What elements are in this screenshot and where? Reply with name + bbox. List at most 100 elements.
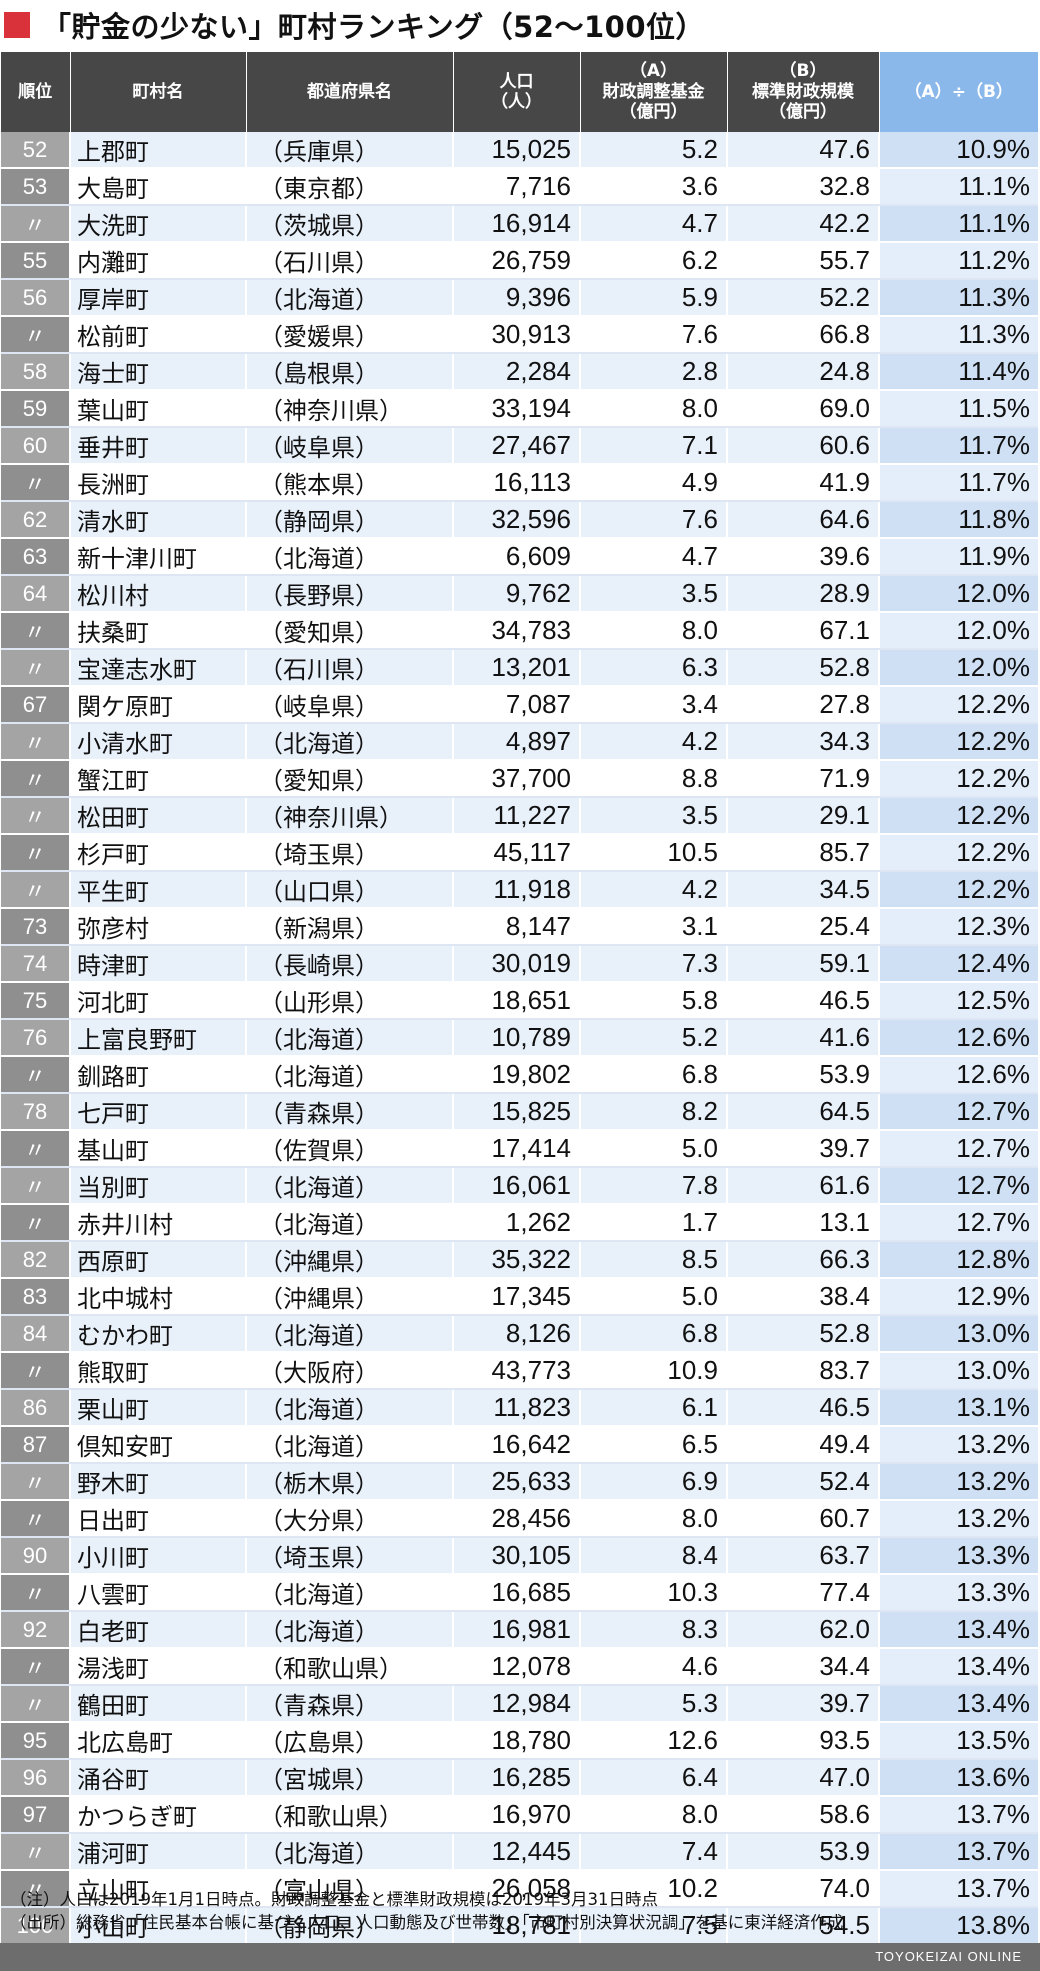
ratio-cell: 13.2% xyxy=(879,1500,1038,1538)
fund-a-cell: 7.8 xyxy=(580,1167,728,1205)
prefecture-cell: （新潟県） xyxy=(246,908,454,946)
rank-cell: 〃 xyxy=(1,205,71,243)
fund-a-cell: 6.8 xyxy=(580,1315,728,1353)
table-row: 90 小川町 （埼玉県） 30,105 8.4 63.7 13.3% xyxy=(1,1537,1038,1575)
rank-cell: 〃 xyxy=(1,1833,71,1871)
footer-credit: TOYOKEIZAI ONLINE xyxy=(875,1949,1022,1964)
ratio-cell: 11.2% xyxy=(879,242,1038,280)
scale-b-cell: 24.8 xyxy=(727,353,880,391)
scale-b-cell: 34.4 xyxy=(727,1648,880,1686)
table-row: 58 海士町 （島根県） 2,284 2.8 24.8 11.4% xyxy=(1,353,1038,391)
scale-b-cell: 41.6 xyxy=(727,1019,880,1057)
prefecture-cell: （岐阜県） xyxy=(246,427,454,465)
fund-a-cell: 8.0 xyxy=(580,1500,728,1538)
rank-cell: 〃 xyxy=(1,1352,71,1390)
rank-cell: 92 xyxy=(1,1611,71,1649)
note-line: （注）人口は2019年1月1日時点。財政調整基金と標準財政規模は2019年3月3… xyxy=(10,1890,658,1909)
ratio-cell: 11.3% xyxy=(879,279,1038,317)
prefecture-cell: （長野県） xyxy=(246,575,454,613)
header-ratio: （A）÷（B） xyxy=(879,52,1038,132)
table-row: 〃赤井川村 （北海道） 1,262 1.7 13.1 12.7% xyxy=(1,1204,1038,1242)
ratio-cell: 12.0% xyxy=(879,575,1038,613)
prefecture-cell: （富山県） xyxy=(246,1870,454,1908)
fund-a-cell: 2.8 xyxy=(580,353,728,391)
fund-a-cell: 4.7 xyxy=(580,205,728,243)
title-bar: 「貯金の少ない」町村ランキング（52〜100位） xyxy=(0,0,1040,50)
table-row: 〃立山町 （富山県） 26,058 10.2 74.0 13.7% xyxy=(1,1870,1038,1908)
scale-b-cell: 85.7 xyxy=(727,834,880,872)
fund-a-cell: 3.5 xyxy=(580,797,728,835)
ratio-cell: 13.6% xyxy=(879,1759,1038,1797)
table-row: 96 涌谷町 （宮城県） 16,285 6.4 47.0 13.6% xyxy=(1,1759,1038,1797)
population-cell: 11,823 xyxy=(453,1389,581,1427)
town-name-cell: 内灘町 xyxy=(70,242,247,280)
header-scale-b-label: 標準財政規模 xyxy=(752,81,854,102)
rank-cell: 82 xyxy=(1,1241,71,1279)
fund-a-cell: 6.3 xyxy=(580,649,728,687)
scale-b-cell: 67.1 xyxy=(727,612,880,650)
fund-a-cell: 5.2 xyxy=(580,1019,728,1057)
table-row: 100 小山町 （静岡県） 18,781 7.5 54.5 13.8% xyxy=(1,1907,1038,1945)
prefecture-cell: （茨城県） xyxy=(246,205,454,243)
population-cell: 16,642 xyxy=(453,1426,581,1464)
fund-a-cell: 5.8 xyxy=(580,982,728,1020)
rank-cell: 〃 xyxy=(1,797,71,835)
table-row: 〃小清水町 （北海道） 4,897 4.2 34.3 12.2% xyxy=(1,723,1038,761)
town-name-cell: 倶知安町 xyxy=(70,1426,247,1464)
fund-a-cell: 6.5 xyxy=(580,1426,728,1464)
prefecture-cell: （北海道） xyxy=(246,1167,454,1205)
prefecture-cell: （大分県） xyxy=(246,1500,454,1538)
fund-a-cell: 4.6 xyxy=(580,1648,728,1686)
table-row: 〃湯浅町 （和歌山県） 12,078 4.6 34.4 13.4% xyxy=(1,1648,1038,1686)
header-scale-b-unit: （億円） xyxy=(769,102,837,123)
town-name-cell: 基山町 xyxy=(70,1130,247,1168)
town-name-cell: 涌谷町 xyxy=(70,1759,247,1797)
rank-cell: 〃 xyxy=(1,1685,71,1723)
ratio-cell: 13.4% xyxy=(879,1611,1038,1649)
town-name-cell: 海士町 xyxy=(70,353,247,391)
scale-b-cell: 53.9 xyxy=(727,1056,880,1094)
table-row: 97 かつらぎ町 （和歌山県） 16,970 8.0 58.6 13.7% xyxy=(1,1796,1038,1834)
town-name-cell: 西原町 xyxy=(70,1241,247,1279)
scale-b-cell: 59.1 xyxy=(727,945,880,983)
rank-cell: 〃 xyxy=(1,760,71,798)
prefecture-cell: （北海道） xyxy=(246,723,454,761)
population-cell: 16,285 xyxy=(453,1759,581,1797)
ratio-cell: 12.7% xyxy=(879,1167,1038,1205)
prefecture-cell: （沖縄県） xyxy=(246,1241,454,1279)
town-name-cell: 熊取町 xyxy=(70,1352,247,1390)
rank-cell: 97 xyxy=(1,1796,71,1834)
town-name-cell: 松前町 xyxy=(70,316,247,354)
table-row: 76 上富良野町 （北海道） 10,789 5.2 41.6 12.6% xyxy=(1,1019,1038,1057)
scale-b-cell: 69.0 xyxy=(727,390,880,428)
ratio-cell: 11.5% xyxy=(879,390,1038,428)
ratio-cell: 13.4% xyxy=(879,1685,1038,1723)
scale-b-cell: 34.5 xyxy=(727,871,880,909)
town-name-cell: 当別町 xyxy=(70,1167,247,1205)
scale-b-cell: 29.1 xyxy=(727,797,880,835)
town-name-cell: 平生町 xyxy=(70,871,247,909)
scale-b-cell: 39.6 xyxy=(727,538,880,576)
table-row: 〃熊取町 （大阪府） 43,773 10.9 83.7 13.0% xyxy=(1,1352,1038,1390)
rank-cell: 52 xyxy=(1,132,71,169)
prefecture-cell: （北海道） xyxy=(246,1833,454,1871)
population-cell: 8,147 xyxy=(453,908,581,946)
fund-a-cell: 5.9 xyxy=(580,279,728,317)
ratio-cell: 12.7% xyxy=(879,1130,1038,1168)
fund-a-cell: 6.2 xyxy=(580,242,728,280)
fund-a-cell: 3.4 xyxy=(580,686,728,724)
town-name-cell: 上郡町 xyxy=(70,132,247,169)
table-row: 53 大島町 （東京都） 7,716 3.6 32.8 11.1% xyxy=(1,168,1038,206)
rank-cell: 〃 xyxy=(1,834,71,872)
table-row: 〃基山町 （佐賀県） 17,414 5.0 39.7 12.7% xyxy=(1,1130,1038,1168)
ratio-cell: 13.2% xyxy=(879,1463,1038,1501)
population-cell: 13,201 xyxy=(453,649,581,687)
population-cell: 1,262 xyxy=(453,1204,581,1242)
population-cell: 8,126 xyxy=(453,1315,581,1353)
scale-b-cell: 52.8 xyxy=(727,649,880,687)
prefecture-cell: （宮城県） xyxy=(246,1759,454,1797)
fund-a-cell: 6.4 xyxy=(580,1759,728,1797)
population-cell: 19,802 xyxy=(453,1056,581,1094)
prefecture-cell: （愛知県） xyxy=(246,612,454,650)
town-name-cell: 扶桑町 xyxy=(70,612,247,650)
